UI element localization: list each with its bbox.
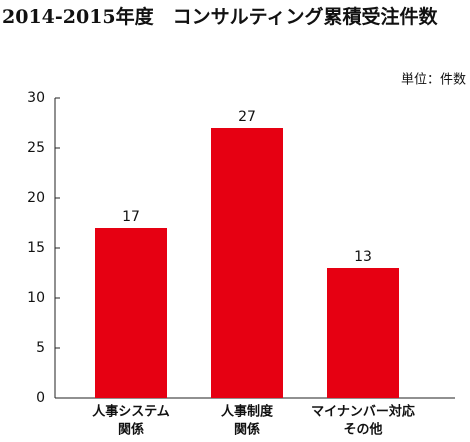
y-tick-label: 30: [27, 90, 45, 106]
x-tick-label: その他: [343, 422, 382, 438]
y-tick-label: 5: [36, 340, 45, 356]
x-tick-label: 関係: [234, 422, 260, 438]
x-tick-label: 人事システム: [92, 404, 170, 420]
bar: [211, 128, 283, 398]
y-tick-label: 10: [27, 290, 45, 306]
bar: [327, 268, 399, 398]
y-tick-label: 15: [27, 240, 45, 256]
x-tick-label: 人事制度: [221, 404, 274, 420]
x-tick-label: 関係: [118, 422, 144, 438]
chart-title: 2014-2015年度 コンサルティング累積受注件数: [2, 5, 439, 28]
data-label: 13: [354, 249, 372, 265]
data-label: 17: [122, 209, 140, 225]
bar: [95, 228, 167, 398]
x-tick-label: マイナンバー対応: [311, 404, 415, 420]
y-tick-label: 20: [27, 190, 45, 206]
y-tick-label: 25: [27, 140, 45, 156]
unit-label: 単位：件数: [401, 72, 466, 88]
data-label: 27: [238, 109, 256, 125]
y-tick-label: 0: [36, 390, 45, 406]
